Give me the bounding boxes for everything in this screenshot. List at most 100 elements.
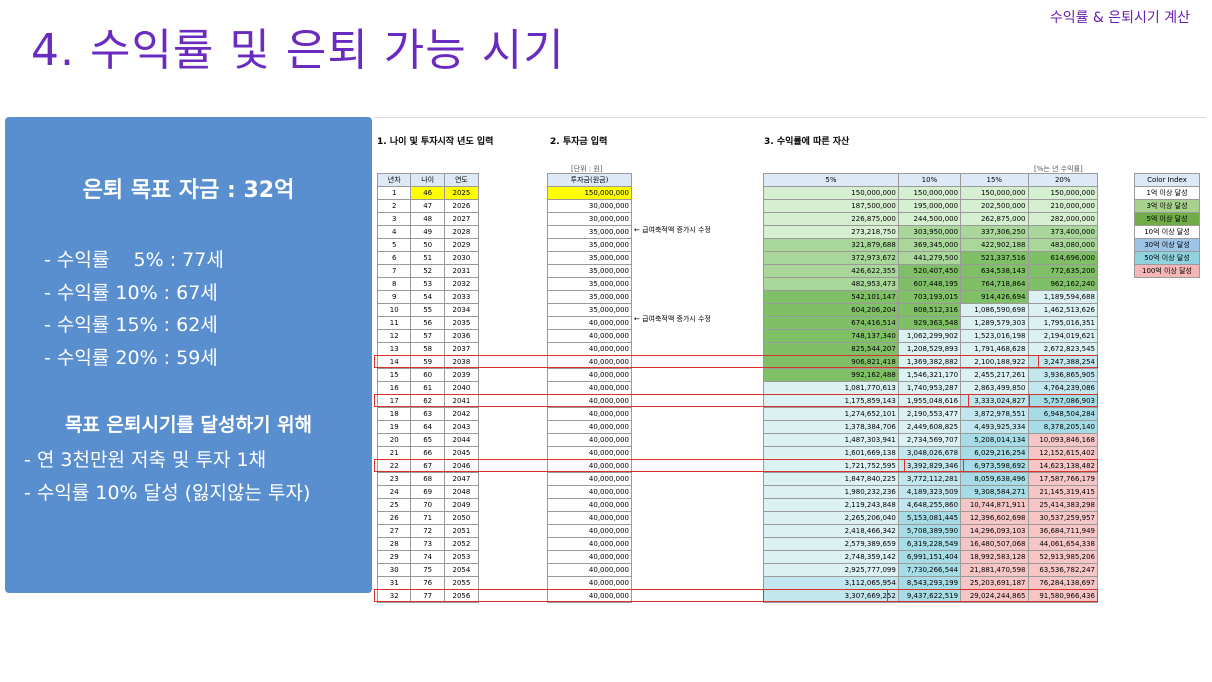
table-cell: 604,206,204	[763, 303, 899, 317]
table-row: 31 76 2055	[376, 576, 480, 590]
table-row: 30,000,000	[547, 199, 632, 213]
table-cell: 5,153,081,445	[897, 511, 962, 525]
table-row: 2,925,777,099 7,730,266,544 21,881,470,598…	[763, 563, 1098, 577]
table-cell: 30	[376, 563, 412, 577]
table-row: 9 54 2033	[376, 290, 480, 304]
table-cell: 1,523,016,198	[960, 329, 1029, 343]
table-cell: 14,623,138,482	[1027, 459, 1098, 473]
table-cell: 2055	[443, 576, 480, 590]
note-row4: ← 급여축적액 증가시 수정	[634, 226, 711, 234]
table-cell: 25,203,691,187	[960, 576, 1029, 590]
table-cell: 1,062,299,902	[897, 329, 962, 343]
table-row: 40,000,000	[547, 563, 632, 577]
table-cell: 3,307,669,252	[763, 589, 899, 603]
table-row: 40,000,000	[547, 498, 632, 512]
table-cell: 40,000,000	[547, 524, 632, 538]
table-cell: 27	[376, 524, 412, 538]
table-row: 226,875,000 244,500,000 262,875,000 282,000…	[763, 212, 1098, 226]
table-cell: 1,980,232,236	[763, 485, 899, 499]
table-cell: 1,462,513,626	[1027, 303, 1098, 317]
table-cell: 2052	[443, 537, 480, 551]
table-row: 2 47 2026	[376, 199, 480, 213]
table-cell: 520,407,450	[897, 264, 962, 278]
table-cell: 2033	[443, 290, 480, 304]
table-cell: 2051	[443, 524, 480, 538]
table-cell: 75	[410, 563, 445, 577]
table-cell: 35,000,000	[547, 225, 632, 239]
page-title: 4. 수익률 및 은퇴 가능 시기	[31, 25, 565, 76]
table-cell: 321,879,688	[763, 238, 899, 252]
table-cell: 25	[376, 498, 412, 512]
rate-age-5: - 수익률 5% : 77세	[38, 249, 224, 271]
table-cell: 262,875,000	[960, 212, 1029, 226]
table-cell: 2032	[443, 277, 480, 291]
table-cell: 23	[376, 472, 412, 486]
table-cell: 6	[376, 251, 412, 265]
table-cell: 282,000,000	[1027, 212, 1098, 226]
table-cell: 1,086,590,698	[960, 303, 1029, 317]
table-cell: 14,296,093,103	[960, 524, 1029, 538]
table-row: 2,748,359,142 6,991,151,404 18,992,583,128…	[763, 550, 1098, 564]
table-cell: 2,748,359,142	[763, 550, 899, 564]
table-row: 1,175,859,143 1,955,048,616 3,333,024,827 5…	[763, 394, 1098, 408]
table-row: 40,000,000	[547, 446, 632, 460]
table-row: 2,579,389,659 6,319,228,549 16,480,507,068…	[763, 537, 1098, 551]
table-cell: 1,721,752,595	[763, 459, 899, 473]
table-row: 40,000,000	[547, 420, 632, 434]
table-cell: 2053	[443, 550, 480, 564]
table-row: 40,000,000	[547, 537, 632, 551]
table-cell: 35,000,000	[547, 238, 632, 252]
table-cell: 12	[376, 329, 412, 343]
table-cell: 422,902,188	[960, 238, 1029, 252]
table-cell: 70	[410, 498, 445, 512]
table-cell: 1,791,468,628	[960, 342, 1029, 356]
table-cell: 16	[376, 381, 412, 395]
note-row11: ← 급여축적액 증가시 수정	[634, 315, 711, 323]
table-cell: 40,000,000	[547, 511, 632, 525]
table-row: 542,101,147 703,193,015 914,426,694 1,189,5…	[763, 290, 1098, 304]
table-row: 35,000,000	[547, 290, 632, 304]
table-cell: 47	[410, 199, 445, 213]
table-cell: 3,333,024,827	[960, 394, 1029, 408]
table-row: 40,000,000	[547, 511, 632, 525]
table-cell: 614,696,000	[1027, 251, 1098, 265]
legend-item: 100억 이상 달성	[1134, 264, 1200, 278]
table-row: 1,721,752,595 3,392,829,346 6,973,598,692 1…	[763, 459, 1098, 473]
table-cell: 50	[410, 238, 445, 252]
table-row: 40,000,000	[547, 485, 632, 499]
legend-item: 10억 이상 달성	[1134, 225, 1200, 239]
table-row: 3,112,065,954 8,543,293,199 25,203,691,187…	[763, 576, 1098, 590]
table-row: 187,500,000 195,000,000 202,500,000 210,000…	[763, 199, 1098, 213]
table-cell: 6,973,598,692	[960, 459, 1029, 473]
table-cell: 15	[376, 368, 412, 382]
table-row: 1,274,652,101 2,190,553,477 3,872,978,551 6…	[763, 407, 1098, 421]
table-row: 20 65 2044	[376, 433, 480, 447]
table-cell: 40,000,000	[547, 316, 632, 330]
table-cell: 77	[410, 589, 445, 603]
table-cell: 914,426,694	[960, 290, 1029, 304]
unit-label-krw: [단위 : 원]	[571, 165, 603, 173]
table-cell: 40,000,000	[547, 433, 632, 447]
legend-title: Color Index	[1134, 173, 1200, 187]
table-cell: 71	[410, 511, 445, 525]
table-cell: 6,991,151,404	[897, 550, 962, 564]
table-row: 1,601,669,138 3,048,026,678 6,029,216,254 1…	[763, 446, 1098, 460]
table-cell: 1,175,859,143	[763, 394, 899, 408]
table-cell: 20	[376, 433, 412, 447]
table-row: 321,879,688 369,345,000 422,902,188 483,080…	[763, 238, 1098, 252]
col-rate-15: 15%	[960, 173, 1029, 187]
asset-table: 5% 10% 15% 20% 150,000,000 150,000,000 150…	[763, 173, 1098, 603]
table-cell: 4,493,925,334	[960, 420, 1029, 434]
table-cell: 65	[410, 433, 445, 447]
table-cell: 187,500,000	[763, 199, 899, 213]
table-cell: 906,821,418	[763, 355, 899, 369]
table-cell: 55	[410, 303, 445, 317]
table-cell: 9,437,622,519	[897, 589, 962, 603]
table-cell: 1,955,048,616	[897, 394, 962, 408]
table-row: 906,821,418 1,369,382,882 2,100,188,922 3,2…	[763, 355, 1098, 369]
table-row: 1,081,770,613 1,740,953,287 2,863,499,850 4…	[763, 381, 1098, 395]
col-year: 연도	[443, 173, 480, 187]
table-row: 40,000,000	[547, 524, 632, 538]
table-row: 40,000,000	[547, 459, 632, 473]
table-cell: 62	[410, 394, 445, 408]
